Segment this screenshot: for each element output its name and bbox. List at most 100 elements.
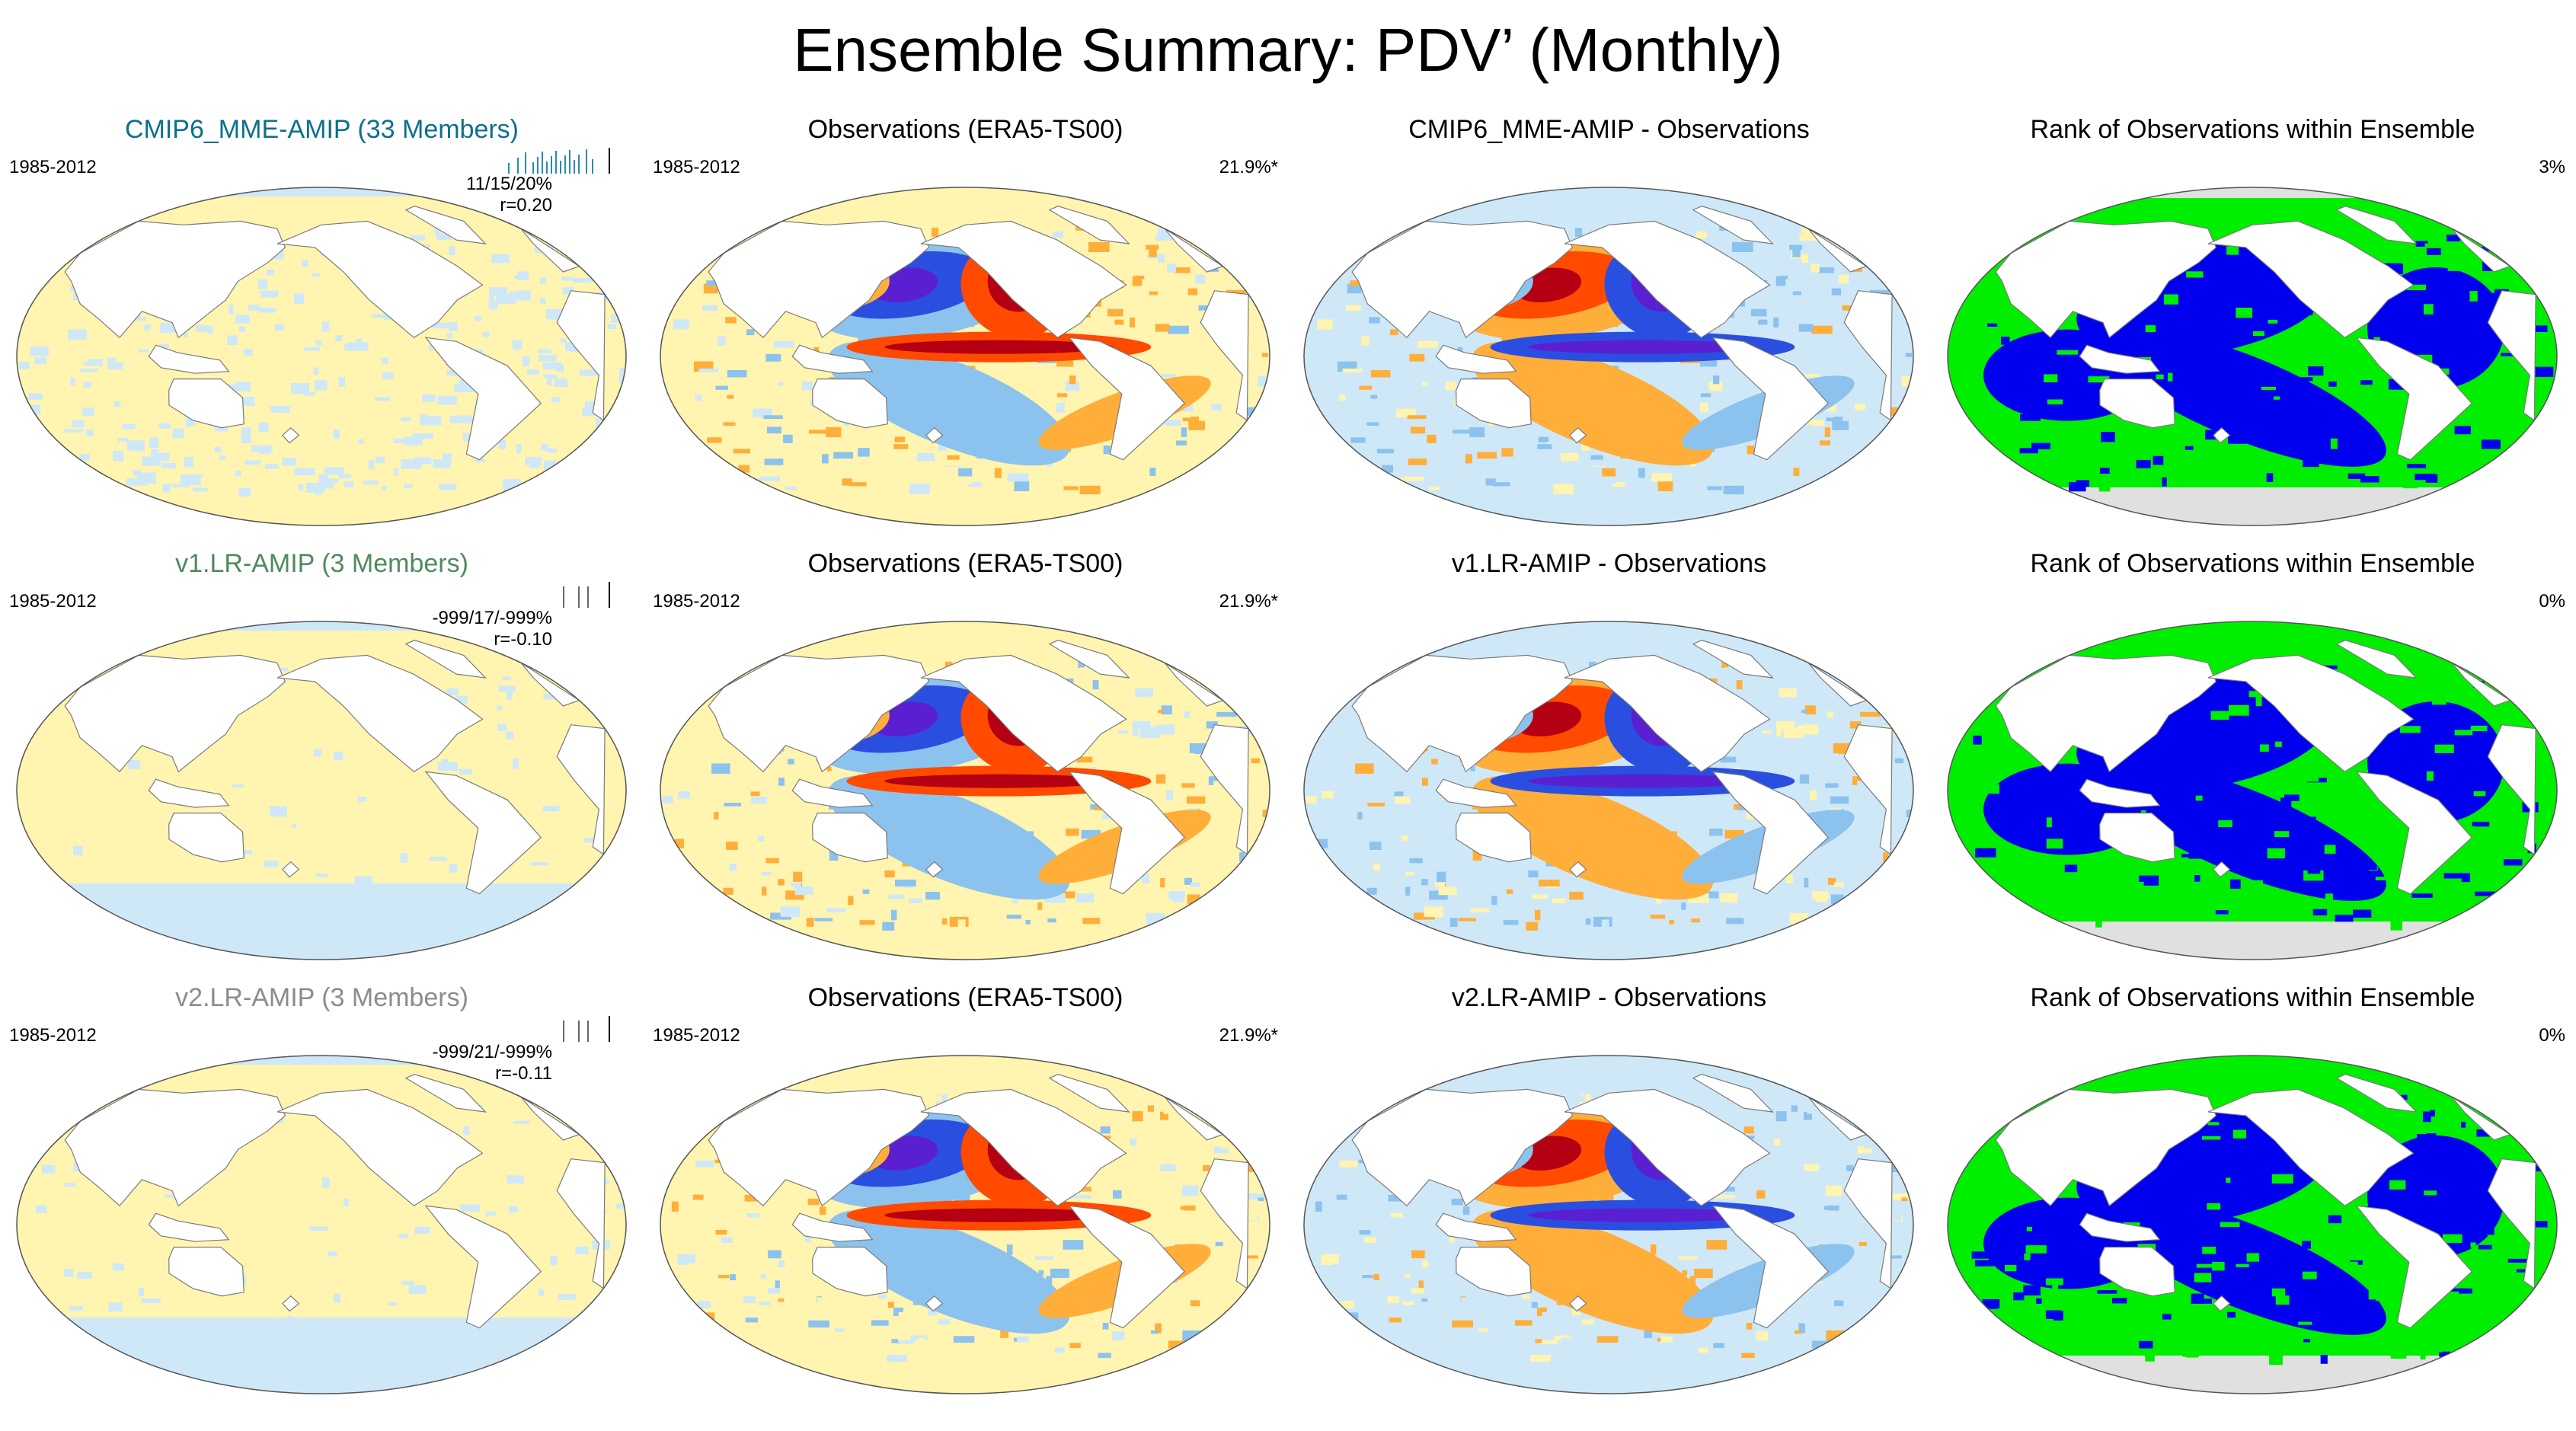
anomaly-patch [956, 476, 973, 484]
anomaly-patch [267, 269, 275, 276]
anomaly-patch [443, 453, 452, 462]
rank-cell [2271, 1174, 2293, 1184]
anomaly-patch [1870, 289, 1890, 295]
anomaly-patch [1098, 1353, 1111, 1359]
anomaly-patch [1552, 898, 1566, 903]
rank-cell [2137, 438, 2153, 449]
anomaly-patch [1445, 381, 1457, 391]
anomaly-patch [1457, 1314, 1468, 1322]
variance-stat: 21.9%* [1219, 591, 1278, 612]
anomaly-patch [1448, 1235, 1455, 1243]
anomaly-patch [87, 359, 103, 366]
member-tick-strip [508, 148, 610, 174]
anomaly-patch [410, 235, 425, 241]
rank-cell [2415, 241, 2428, 247]
anomaly-patch [888, 894, 905, 899]
anomaly-patch [564, 342, 579, 351]
rank-cell [2481, 439, 2501, 449]
anomaly-patch [449, 246, 455, 256]
member-counts: -999/17/-999% [432, 608, 552, 628]
anomaly-patch [1174, 267, 1191, 273]
rank-cell [2238, 253, 2245, 258]
land-indo [2079, 1212, 2161, 1242]
equatorial-core [884, 774, 1114, 788]
rank-high-region [1948, 621, 2557, 640]
panel-title: Rank of Observations within Ensemble [2030, 549, 2475, 578]
rank-cell [2207, 1149, 2229, 1157]
anomaly-patch [893, 1307, 903, 1317]
anomaly-patch [1248, 1193, 1267, 1200]
anomaly-patch [1600, 476, 1616, 484]
anomaly-patch [1069, 375, 1076, 385]
anomaly-patch [354, 876, 373, 885]
anomaly-patch [1802, 420, 1819, 425]
anomaly-patch [791, 882, 801, 888]
anomaly-patch [781, 751, 791, 755]
arctic-band [660, 187, 1270, 190]
anomaly-patch [1180, 1206, 1193, 1210]
rank-cell [2196, 1263, 2213, 1268]
rank-cell [2229, 704, 2249, 716]
map-outline [1947, 187, 2558, 526]
anomaly-patch [714, 812, 719, 819]
rank-cell [2013, 1292, 2025, 1301]
rank-cell [2304, 1219, 2322, 1227]
rank-cell [2447, 889, 2458, 898]
anomaly-patch [80, 369, 98, 372]
anomaly-patch [558, 1294, 577, 1300]
anomaly-patch [1228, 1286, 1249, 1297]
anomaly-patch [244, 460, 261, 465]
anomaly-patch [1791, 1105, 1798, 1112]
anomaly-patch [235, 315, 251, 324]
anomaly-patch [1056, 393, 1068, 398]
rank-cell [2261, 912, 2271, 918]
anomaly-patch [151, 449, 159, 455]
anomaly-patch [1793, 468, 1800, 476]
rank-cell [2101, 431, 2115, 442]
anomaly-patch [275, 668, 289, 672]
rank-cell [2442, 1234, 2463, 1244]
anomaly-patch [878, 904, 885, 911]
anomaly-patch [1756, 1190, 1766, 1199]
anomaly-patch [767, 1288, 781, 1294]
anomaly-patch [1191, 1300, 1200, 1307]
anomaly-patch [1369, 842, 1382, 850]
anomaly-patch [1804, 705, 1816, 715]
anomaly-patch [727, 370, 747, 378]
anomaly-patch [355, 338, 363, 345]
anomaly-patch [1405, 872, 1415, 876]
rank-cell [2306, 347, 2327, 353]
anomaly-patch [122, 423, 136, 430]
anomaly-patch [751, 797, 767, 804]
rank-cell [2303, 457, 2319, 468]
anomaly-patch [1139, 1226, 1148, 1233]
anomaly-patch [1102, 1323, 1109, 1330]
correlation-value: r=-0.11 [495, 1063, 552, 1084]
panel-rank-row3: Rank of Observations within Ensemble 0% [1931, 982, 2574, 1417]
rank-cell [2411, 893, 2433, 898]
rank-cell [1995, 1276, 2009, 1284]
anomaly-patch [1852, 274, 1872, 279]
land-greenland [1692, 640, 1774, 679]
rank-cell [2181, 854, 2200, 858]
rank-cell [2197, 1238, 2214, 1246]
anomaly-patch [730, 1274, 736, 1281]
anomaly-patch [30, 347, 49, 356]
anomaly-patch [1601, 919, 1609, 929]
anomaly-patch [1421, 382, 1427, 386]
anomaly-patch [545, 308, 563, 320]
rank-cell [2431, 698, 2447, 705]
anomaly-patch [516, 443, 522, 454]
rank-cell [2261, 386, 2276, 391]
land-indo [1435, 344, 1517, 374]
anomaly-patch [408, 1285, 427, 1294]
anomaly-patch [1823, 1206, 1836, 1210]
world-map [1303, 621, 1914, 960]
rank-cell [2368, 1290, 2376, 1300]
anomaly-patch [1132, 1111, 1143, 1122]
land-greenland [1048, 206, 1130, 244]
anomaly-patch [1756, 1331, 1769, 1341]
anomaly-patch [678, 791, 690, 799]
rank-high-region [1948, 1056, 2557, 1074]
anomaly-patch [560, 338, 567, 343]
